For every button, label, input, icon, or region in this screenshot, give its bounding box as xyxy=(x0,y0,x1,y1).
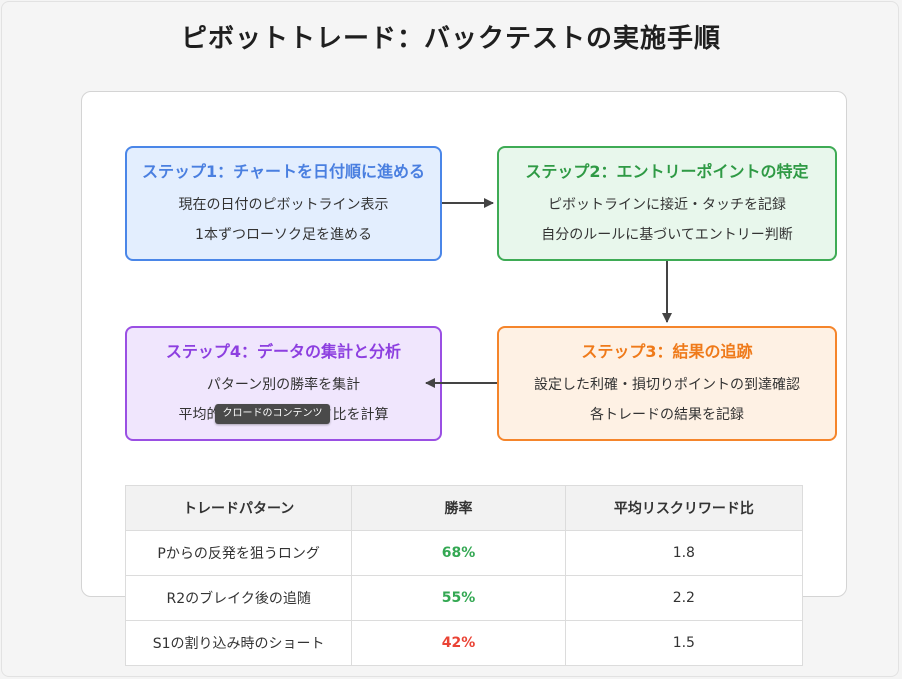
table-header-row: トレードパターン 勝率 平均リスクリワード比 xyxy=(124,485,804,531)
step-1-line-1: 現在の日付のピボットライン表示 xyxy=(178,197,389,213)
results-table: トレードパターン 勝率 平均リスクリワード比 Pからの反発を狙うロング 68% … xyxy=(124,485,804,666)
cell-pattern: S1の割り込み時のショート xyxy=(124,620,353,666)
table-row: Pからの反発を狙うロング 68% 1.8 xyxy=(124,530,804,576)
page-title: ピボットトレード：バックテストの実施手順 xyxy=(180,24,721,54)
header-win-rate: 勝率 xyxy=(351,485,566,531)
step-3-title: ステップ3：結果の追跡 xyxy=(581,342,753,361)
cell-win-rate: 68% xyxy=(351,530,566,576)
cell-win-rate: 42% xyxy=(351,620,566,666)
step-1-title: ステップ1：チャートを日付順に進める xyxy=(142,162,425,181)
cell-pattern: Pからの反発を狙うロング xyxy=(124,530,353,576)
step-4-line-1: パターン別の勝率を集計 xyxy=(206,377,361,393)
cell-win-rate: 55% xyxy=(351,575,566,621)
step-3-line-1: 設定した利確・損切りポイントの到達確認 xyxy=(534,377,800,393)
table-row: R2のブレイク後の追随 55% 2.2 xyxy=(124,575,804,621)
step-2-title: ステップ2：エントリーポイントの特定 xyxy=(525,162,809,181)
cell-risk-reward: 1.5 xyxy=(564,620,804,666)
header-risk-reward: 平均リスクリワード比 xyxy=(564,485,804,531)
step-1-box: ステップ1：チャートを日付順に進める 現在の日付のピボットライン表示 1本ずつロ… xyxy=(125,146,442,261)
step-2-line-2: 自分のルールに基づいてエントリー判断 xyxy=(541,227,793,243)
table-row: S1の割り込み時のショート 42% 1.5 xyxy=(124,620,804,666)
step-2-line-1: ピボットラインに接近・タッチを記録 xyxy=(548,197,786,213)
step-2-box: ステップ2：エントリーポイントの特定 ピボットラインに接近・タッチを記録 自分の… xyxy=(497,146,837,261)
step-4-title: ステップ4：データの集計と分析 xyxy=(165,342,402,361)
cell-risk-reward: 1.8 xyxy=(564,530,804,576)
cell-pattern: R2のブレイク後の追随 xyxy=(124,575,353,621)
step-3-line-2: 各トレードの結果を記録 xyxy=(590,407,744,423)
header-pattern: トレードパターン xyxy=(124,485,353,531)
step-3-box: ステップ3：結果の追跡 設定した利確・損切りポイントの到達確認 各トレードの結果… xyxy=(497,326,837,441)
cell-risk-reward: 2.2 xyxy=(564,575,804,621)
step-1-line-2: 1本ずつローソク足を進める xyxy=(195,227,372,243)
content-tooltip: クロードのコンテンツ xyxy=(215,404,330,424)
